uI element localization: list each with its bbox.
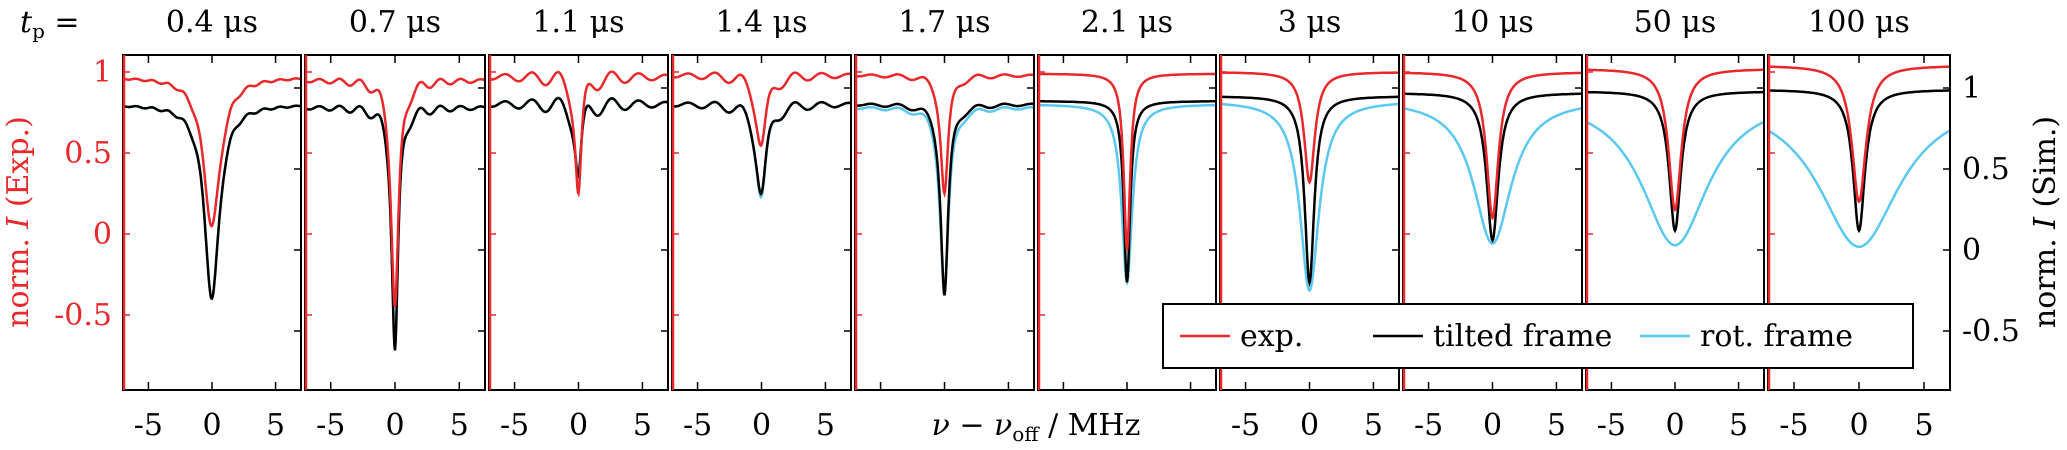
- panel-5: 1.7 μs: [854, 5, 1035, 391]
- x-tick-label: -5: [500, 408, 529, 443]
- exp-line: [123, 77, 301, 228]
- x-tick-label: -5: [134, 408, 163, 443]
- tilted-frame-line: [1768, 89, 1950, 234]
- x-axis-label: ν − νoff / MHz: [932, 408, 1141, 446]
- panel-title: 1.7 μs: [898, 5, 990, 40]
- y-axis-label-left: norm. I (Exp.): [1, 116, 36, 328]
- legend: exp. tilted frame rot. frame: [1162, 303, 1914, 369]
- rot-frame-line: [305, 104, 485, 348]
- exp-line: [1586, 68, 1764, 213]
- panel-frame: [488, 54, 669, 391]
- left-axis: 1 0.5 0 -0.5 norm. I (Exp.): [1, 55, 112, 333]
- x-tick-label: 5: [816, 408, 835, 443]
- rot-frame-line: [123, 104, 301, 301]
- rot-frame-line: [855, 105, 1034, 293]
- panel-9: -5 0 5 50 μs: [1585, 5, 1765, 443]
- exp-line: [672, 71, 851, 148]
- y-axis-label-right: norm. I (Sim.): [2028, 116, 2063, 328]
- panel-title: 3 μs: [1278, 5, 1342, 40]
- panel-title: 10 μs: [1451, 5, 1534, 40]
- panel-title: 1.4 μs: [715, 5, 807, 40]
- panel-title-prefix: tp =: [20, 5, 80, 43]
- tilted-frame-line: [1038, 100, 1216, 283]
- y-tick-label-right: 0.5: [1962, 152, 2010, 187]
- tilted-frame-line: [1403, 92, 1582, 244]
- tilted-frame-line: [489, 96, 668, 179]
- x-tick-label: 0: [202, 408, 221, 443]
- y-tick-label-left: 0.5: [64, 136, 112, 171]
- x-tick-label: -5: [1231, 408, 1260, 443]
- y-tick-label-left: 0: [93, 217, 112, 252]
- x-tick-label: 0: [1300, 408, 1319, 443]
- exp-line: [489, 70, 668, 198]
- x-tick-label: 5: [1547, 408, 1566, 443]
- panel-8: -5 0 5 10 μs: [1402, 5, 1583, 443]
- tilted-frame-line: [855, 102, 1034, 296]
- exp-line: [1768, 65, 1950, 204]
- y-tick-label-right: -0.5: [1962, 314, 2020, 349]
- rot-frame-line: [1768, 129, 1950, 249]
- panel-10: -5 0 5 100 μs: [1767, 5, 1951, 443]
- x-tick-label: 5: [633, 408, 652, 443]
- rot-frame-line: [1038, 103, 1216, 287]
- panel-frame: [671, 54, 852, 391]
- panel-7: -5 0 5 3 μs: [1219, 5, 1400, 443]
- x-tick-label: 5: [266, 408, 285, 443]
- tilted-frame-line: [1220, 95, 1399, 288]
- tilted-frame-line: [1586, 90, 1764, 234]
- exp-line: [305, 77, 485, 308]
- y-tick-label-left: -0.5: [54, 298, 112, 333]
- x-tick-label: 0: [569, 408, 588, 443]
- panel-title: 2.1 μs: [1081, 5, 1173, 40]
- x-tick-label: -5: [1414, 408, 1443, 443]
- legend-box: [1162, 303, 1914, 369]
- panel-1: -5 0 5 0.4 μs: [122, 5, 302, 443]
- exp-line: [1403, 71, 1582, 221]
- x-tick-label: 5: [1914, 408, 1933, 443]
- x-tick-label: 0: [1849, 408, 1868, 443]
- panel-3: -5 0 5 1.1 μs: [488, 5, 669, 443]
- exp-line: [1038, 72, 1216, 251]
- rot-frame-line: [672, 100, 851, 200]
- x-tick-label: 0: [1483, 408, 1502, 443]
- panel-4: -5 0 5 1.4 μs: [671, 5, 852, 443]
- tilted-frame-line: [672, 100, 851, 196]
- y-tick-label-left: 1: [93, 55, 112, 90]
- rot-frame-line: [1220, 102, 1399, 293]
- x-tick-label: -5: [683, 408, 712, 443]
- y-tick-label-right: 1: [1962, 71, 1981, 106]
- panels: -5 0 5 0.4 μs -5 0 5 0.7 μs -5 0 5 1.1 μs -5 0 5 1.4 μs…: [20, 5, 1951, 443]
- legend-label: exp.: [1240, 319, 1303, 354]
- x-tick-label: -5: [1597, 408, 1626, 443]
- exp-line: [1220, 71, 1399, 185]
- legend-label: tilted frame: [1433, 319, 1612, 354]
- rot-frame-line: [1403, 107, 1582, 245]
- tilted-frame-line: [305, 104, 485, 351]
- panel-6: 2.1 μs: [1037, 5, 1217, 391]
- panel-title: 0.4 μs: [166, 5, 258, 40]
- x-axis-label-text: ν − νoff / MHz: [932, 408, 1141, 446]
- x-tick-label: -5: [316, 408, 345, 443]
- panel-title: 0.7 μs: [349, 5, 441, 40]
- rot-frame-line: [1586, 120, 1764, 247]
- legend-label: rot. frame: [1700, 319, 1853, 354]
- x-tick-label: 0: [752, 408, 771, 443]
- tilted-frame-line: [123, 104, 301, 301]
- panel-title: 1.1 μs: [532, 5, 624, 40]
- y-tick-label-right: 0: [1962, 233, 1981, 268]
- x-tick-label: 5: [1729, 408, 1748, 443]
- x-tick-label: -5: [1779, 408, 1808, 443]
- panel-2: -5 0 5 0.7 μs: [304, 5, 486, 443]
- panel-title: 100 μs: [1808, 5, 1910, 40]
- x-tick-label: 5: [450, 408, 469, 443]
- x-tick-label: 0: [1665, 408, 1684, 443]
- exp-line: [855, 73, 1034, 199]
- x-tick-label: 5: [1364, 408, 1383, 443]
- x-tick-label: 0: [385, 408, 404, 443]
- panel-title: 50 μs: [1634, 5, 1717, 40]
